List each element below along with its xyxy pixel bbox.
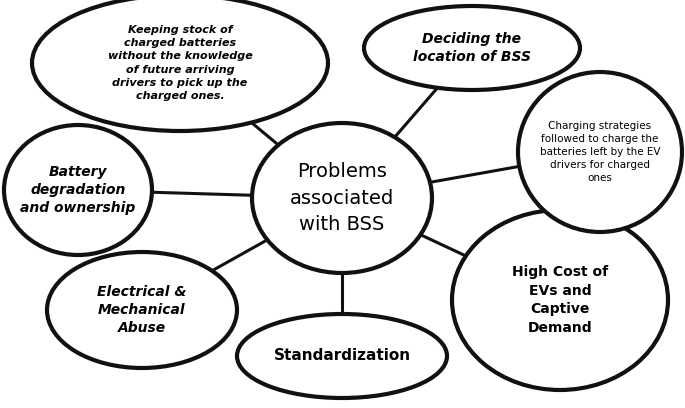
Ellipse shape	[452, 210, 668, 390]
Text: Problems
associated
with BSS: Problems associated with BSS	[290, 162, 394, 234]
Ellipse shape	[4, 125, 152, 255]
Text: Standardization: Standardization	[273, 348, 410, 364]
Ellipse shape	[32, 0, 328, 131]
Text: High Cost of
EVs and
Captive
Demand: High Cost of EVs and Captive Demand	[512, 265, 608, 335]
Ellipse shape	[364, 6, 580, 90]
Text: Battery
degradation
and ownership: Battery degradation and ownership	[21, 164, 136, 215]
Text: Keeping stock of
charged batteries
without the knowledge
of future arriving
driv: Keeping stock of charged batteries witho…	[108, 25, 252, 101]
Ellipse shape	[47, 252, 237, 368]
Ellipse shape	[237, 314, 447, 398]
Text: Deciding the
location of BSS: Deciding the location of BSS	[413, 32, 531, 64]
Text: Charging strategies
followed to charge the
batteries left by the EV
drivers for : Charging strategies followed to charge t…	[540, 121, 660, 184]
Ellipse shape	[518, 72, 682, 232]
Text: Electrical &
Mechanical
Abuse: Electrical & Mechanical Abuse	[97, 285, 187, 335]
Ellipse shape	[252, 123, 432, 273]
